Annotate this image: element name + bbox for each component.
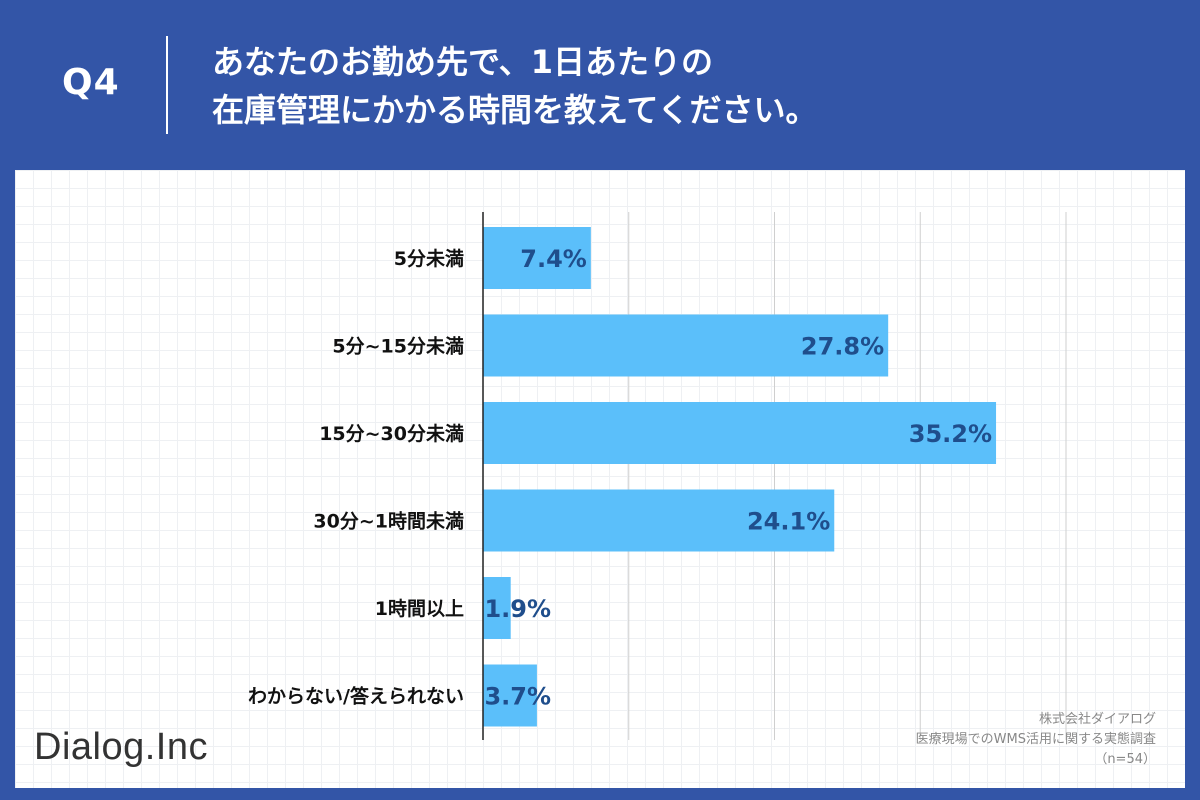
value-label-3: 24.1%	[747, 508, 830, 536]
bar-4	[483, 577, 511, 639]
question-title: あなたのお勤め先で、1日あたりの 在庫管理にかかる時間を教えてください。	[212, 38, 817, 134]
labels: 5分未満 7.4% 5分~15分未満 27.8% 15分~30分未満 35.2% 30分~1…	[248, 245, 992, 711]
value-label-5: 3.7%	[484, 683, 551, 711]
question-title-line2: 在庫管理にかかる時間を教えてください。	[212, 91, 818, 129]
bar-2	[483, 402, 997, 464]
source-credit: 株式会社ダイアログ 医療現場でのWMS活用に関する実態調査 （n=54）	[916, 710, 1156, 770]
category-label-4: 1時間以上	[375, 598, 464, 620]
value-label-4: 1.9%	[484, 595, 551, 623]
value-label-0: 7.4%	[520, 245, 587, 273]
bar-3	[483, 489, 835, 552]
bar-5	[483, 664, 537, 727]
value-label-2: 35.2%	[909, 420, 992, 448]
category-label-3: 30分~1時間未満	[313, 510, 464, 533]
bars	[483, 227, 997, 727]
value-label-1: 27.8%	[801, 333, 884, 361]
header: Q4 あなたのお勤め先で、1日あたりの 在庫管理にかかる時間を教えてください。	[0, 0, 1200, 168]
credit-company: 株式会社ダイアログ	[1038, 712, 1156, 727]
bar-1	[483, 314, 889, 377]
chart-panel	[15, 170, 1185, 788]
credit-survey-title: 医療現場でのWMS活用に関する実態調査	[915, 732, 1156, 747]
credit-sample-size: （n=54）	[1094, 752, 1156, 767]
question-title-line1: あなたのお勤め先で、1日あたりの	[212, 43, 713, 81]
category-label-5: わからない/答えられない	[248, 685, 464, 708]
bar-0	[483, 227, 591, 289]
category-label-0: 5分未満	[394, 247, 464, 270]
header-divider	[166, 36, 168, 134]
question-number: Q4	[62, 62, 120, 103]
grid-lines	[628, 212, 1067, 740]
category-label-2: 15分~30分未満	[319, 422, 464, 445]
category-label-1: 5分~15分未満	[332, 335, 464, 358]
company-logo: Dialog.Inc	[34, 726, 208, 768]
